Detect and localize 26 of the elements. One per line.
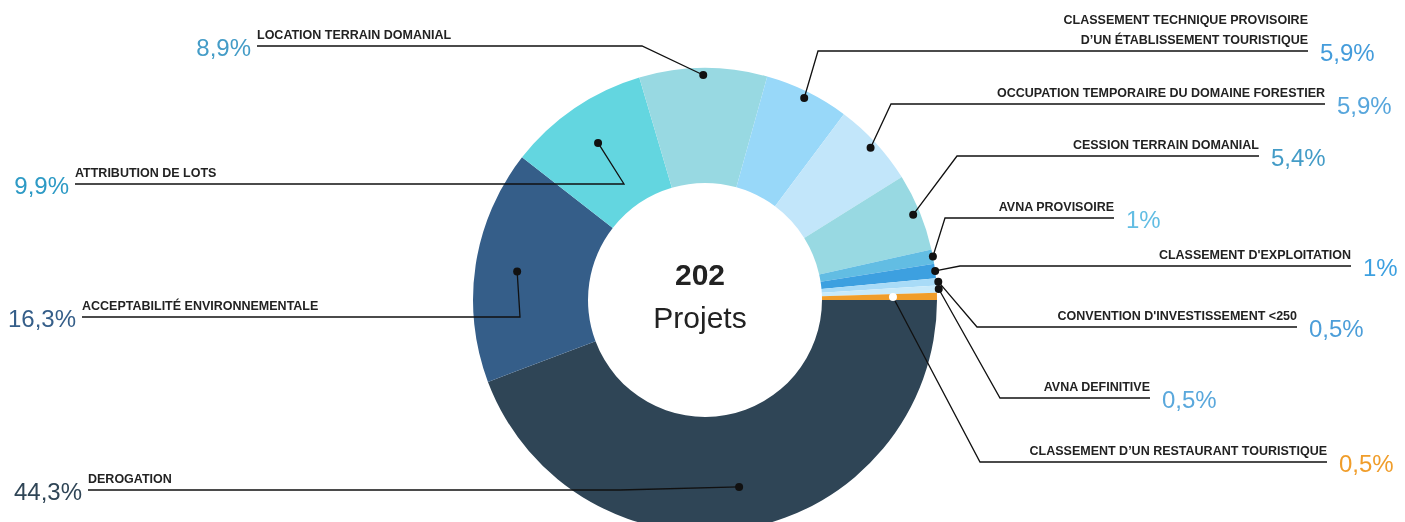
- slice-label: CLASSEMENT D'EXPLOITATION: [1158, 248, 1351, 262]
- slice-label: LOCATION TERRAIN DOMANIAL: [257, 28, 452, 42]
- data-label: 0,5%: [1162, 386, 1217, 413]
- text: 202: [674, 258, 726, 291]
- text: Projets: [653, 301, 747, 334]
- slice-label: CESSION TERRAIN DOMANIAL: [1072, 138, 1260, 152]
- slice-label: AVNA PROVISOIRE: [998, 200, 1114, 214]
- data-label: 0,5%: [1339, 450, 1394, 477]
- data-label: 5,4%: [1271, 144, 1326, 171]
- slice-label: ACCEPTABILITÉ ENVIRONNEMENTALE: [82, 298, 319, 313]
- slice-label: CONVENTION D'INVESTISSEMENT <250: [1057, 309, 1298, 323]
- data-label: 16,3%: [7, 305, 76, 332]
- data-label: 8,9%: [196, 34, 251, 61]
- slice-label: AVNA DEFINITIVE: [1043, 380, 1150, 394]
- data-label: 44,3%: [13, 478, 82, 505]
- data-label: 1%: [1363, 254, 1398, 281]
- slice-label: CLASSEMENT TECHNIQUE PROVISOIRE D’UN ÉTABLISSEMENT TOURISTIQUE: [1063, 13, 1308, 47]
- slice-label: ATTRIBUTION DE LOTS: [75, 166, 217, 180]
- data-label: 1%: [1126, 206, 1161, 233]
- slice-label: DEROGATION: [88, 472, 172, 486]
- slice-label: OCCUPATION TEMPORAIRE DU DOMAINE FORESTIER: [996, 86, 1325, 100]
- data-label: 5,9%: [1337, 92, 1392, 119]
- data-label: 0,5%: [1309, 315, 1364, 342]
- data-label: 9,9%: [14, 172, 69, 199]
- data-label: 5,9%: [1320, 39, 1375, 66]
- slice-label: CLASSEMENT D’UN RESTAURANT TOURISTIQUE: [1029, 444, 1327, 458]
